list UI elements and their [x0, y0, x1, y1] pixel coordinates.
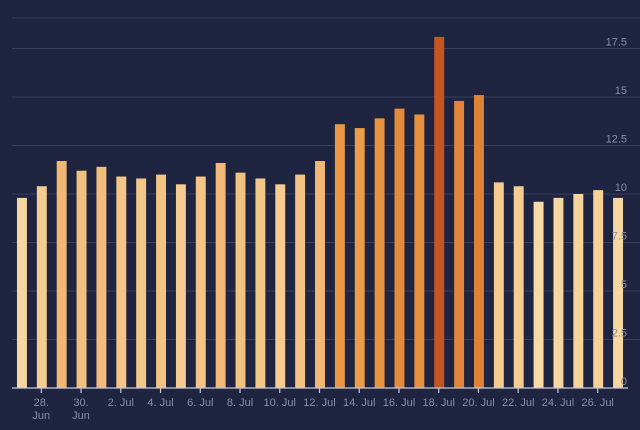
bar-1-jul[interactable]	[96, 166, 107, 388]
bar-23-jul[interactable]	[533, 201, 544, 388]
bar-8-jul[interactable]	[235, 172, 246, 388]
bar-17-jul[interactable]	[414, 114, 425, 389]
bar-15-jul[interactable]	[374, 118, 385, 388]
bar-22-jul[interactable]	[513, 186, 524, 388]
bar-27-jul[interactable]	[613, 197, 624, 388]
x-tick-label: 12. Jul	[303, 397, 335, 409]
x-tick-label: 10. Jul	[264, 397, 296, 409]
bar-2-jul[interactable]	[116, 176, 127, 388]
y-axis: 0 2.5 5 7.5 10 12.5 15 17.5	[606, 37, 627, 389]
x-tick-label: 6. Jul	[187, 397, 213, 409]
bar-24-jul[interactable]	[553, 197, 564, 388]
y-tick-label: 15	[615, 85, 627, 97]
x-tick-label: 14. Jul	[343, 397, 375, 409]
x-tick-label: 16. Jul	[383, 397, 415, 409]
bar-16-jul[interactable]	[394, 108, 405, 388]
y-tick-label: 12.5	[606, 134, 627, 146]
bar-18-jul[interactable]	[434, 36, 445, 389]
x-tick-label: 2. Jul	[108, 397, 134, 409]
y-tick-label: 10	[615, 182, 627, 194]
bar-26-jul[interactable]	[593, 190, 604, 388]
y-tick-label: 5	[621, 279, 627, 291]
x-tick-label: 4. Jul	[147, 397, 173, 409]
x-tick-label: 26. Jul	[581, 397, 613, 409]
bar-28-jun[interactable]	[36, 186, 47, 388]
bars	[16, 36, 624, 389]
bar-3-jul[interactable]	[136, 178, 147, 388]
bar-27-jun[interactable]	[16, 197, 27, 388]
bar-10-jul[interactable]	[275, 184, 286, 388]
bar-5-jul[interactable]	[175, 184, 186, 388]
bar-11-jul[interactable]	[295, 174, 306, 388]
x-tick-label: 30. Jun	[72, 397, 90, 422]
bar-30-jun[interactable]	[76, 170, 87, 388]
bar-14-jul[interactable]	[354, 128, 365, 389]
bar-29-jun[interactable]	[56, 161, 67, 388]
x-tick-label: 20. Jul	[462, 397, 494, 409]
bar-9-jul[interactable]	[255, 178, 266, 388]
bar-20-jul[interactable]	[474, 95, 484, 388]
bar-12-jul[interactable]	[315, 161, 325, 388]
bar-13-jul[interactable]	[334, 124, 345, 388]
x-tick-label: 28. Jun	[32, 397, 50, 422]
x-tick-label: 18. Jul	[423, 397, 455, 409]
y-tick-label: 17.5	[606, 37, 627, 49]
y-tick-label: 7.5	[612, 231, 627, 243]
bar-21-jul[interactable]	[493, 182, 504, 388]
bar-6-jul[interactable]	[195, 176, 206, 388]
bar-19-jul[interactable]	[454, 100, 465, 388]
y-tick-label: 2.5	[612, 328, 627, 340]
x-tick-label: 24. Jul	[542, 397, 574, 409]
x-tick-label: 22. Jul	[502, 397, 534, 409]
bar-7-jul[interactable]	[215, 162, 226, 388]
x-axis: 28. Jun 30. Jun 2. Jul 4. Jul 6. Jul 8. Jul 10. …	[12, 387, 628, 422]
x-tick-label: 8. Jul	[227, 397, 253, 409]
bar-4-jul[interactable]	[156, 174, 166, 388]
bar-25-jul[interactable]	[573, 194, 584, 388]
y-tick-label: 0	[621, 376, 627, 388]
